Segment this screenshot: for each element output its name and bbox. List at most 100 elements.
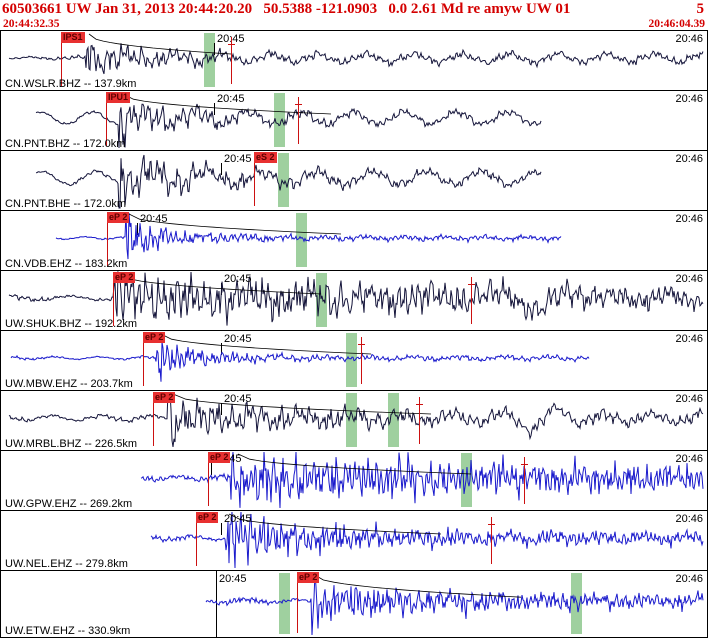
pick-flag-line xyxy=(208,452,209,506)
coda-window-band[interactable] xyxy=(296,213,307,267)
next-minute-label: 20:46 xyxy=(675,213,703,225)
pick-flag-line xyxy=(106,92,107,146)
minute-label: 20:45 xyxy=(140,213,168,225)
coda-window-band[interactable] xyxy=(571,573,582,634)
minute-tick xyxy=(221,163,222,175)
pick-flag-line xyxy=(113,272,114,326)
pick-line[interactable] xyxy=(416,397,423,444)
pick-flag[interactable]: eP 2 xyxy=(113,272,136,283)
minute-tick xyxy=(221,403,222,415)
trace-panel: eP 2 20:45 20:46 UW.MBW.EHZ -- 203.7km xyxy=(0,331,708,391)
pick-flag[interactable]: eP 2 xyxy=(297,572,320,583)
waveform-trace[interactable] xyxy=(1,151,708,211)
coda-window-band[interactable] xyxy=(388,393,399,447)
next-minute-label: 20:46 xyxy=(675,453,703,465)
coda-decay-curve xyxy=(128,213,342,235)
station-label: UW.GPW.EHZ -- 269.2km xyxy=(5,498,133,510)
time-window: 20:44:32.35 20:46:04.39 xyxy=(0,18,708,30)
coda-window-band[interactable] xyxy=(346,393,357,447)
next-minute-label: 20:46 xyxy=(675,573,703,585)
next-minute-label: 20:46 xyxy=(675,333,703,345)
coda-decay-curve xyxy=(122,93,332,115)
pick-cross-icon xyxy=(488,524,495,525)
trace-panel: eP 2 20:45 20:46 UW.MRBL.BHZ -- 226.5km xyxy=(0,391,708,451)
minute-label: 20:45 xyxy=(217,93,245,105)
trace-panel: eP 2 20:45 20:46 UW.NEL.EHZ -- 279.8km xyxy=(0,511,708,571)
pick-cross-icon xyxy=(468,284,475,285)
pick-line[interactable] xyxy=(468,277,475,324)
waveform-trace[interactable] xyxy=(1,91,708,151)
coda-decay-curve xyxy=(160,333,372,355)
pick-cross-icon xyxy=(521,464,528,465)
waveform-trace[interactable] xyxy=(1,211,708,271)
pick-flag[interactable]: eS 2 xyxy=(254,152,277,163)
minute-tick xyxy=(221,523,222,535)
minute-tick xyxy=(221,343,222,355)
coda-window-band[interactable] xyxy=(278,153,289,207)
coda-window-band[interactable] xyxy=(274,93,285,147)
pick-flag[interactable]: eP 2 xyxy=(208,452,231,463)
pick-flag[interactable]: IPU1 xyxy=(106,92,131,103)
trace-panel: IPS1 20:45 20:46 CN.WSLR.BHZ -- 137.9km xyxy=(0,31,708,91)
waveform-trace[interactable] xyxy=(1,511,708,571)
pick-flag-line xyxy=(153,392,154,446)
pick-flag[interactable]: eP 2 xyxy=(153,392,176,403)
waveform-trace[interactable] xyxy=(1,331,708,391)
trace-panels: IPS1 20:45 20:46 CN.WSLR.BHZ -- 137.9km IPU1… xyxy=(0,30,708,638)
next-minute-label: 20:46 xyxy=(675,93,703,105)
pick-cross-icon xyxy=(228,44,235,45)
next-minute-label: 20:46 xyxy=(675,393,703,405)
station-label: UW.MBW.EHZ -- 203.7km xyxy=(5,378,133,390)
waveform-trace[interactable] xyxy=(1,451,708,511)
pick-flag[interactable]: eP 2 xyxy=(143,332,166,343)
minute-label: 20:45 xyxy=(217,33,245,45)
coda-decay-curve xyxy=(312,573,522,598)
trace-panel: eP 2 20:45 20:46 UW.SHUK.BHZ -- 192.2km xyxy=(0,271,708,331)
station-label: CN.WSLR.BHZ -- 137.9km xyxy=(5,78,137,90)
station-label: CN.VDB.EHZ -- 183.2km xyxy=(5,258,128,270)
pick-line[interactable] xyxy=(228,37,235,84)
coda-window-band[interactable] xyxy=(316,273,327,327)
coda-decay-curve xyxy=(120,273,322,295)
window-end-time: 20:46:04.39 xyxy=(648,18,705,30)
pick-flag-line xyxy=(61,32,62,86)
waveform-trace[interactable] xyxy=(1,391,708,451)
station-label: UW.NEL.EHZ -- 279.8km xyxy=(5,558,128,570)
pick-line[interactable] xyxy=(488,517,495,564)
minute-tick xyxy=(214,103,215,115)
coda-decay-curve xyxy=(228,513,442,535)
trace-panel: eS 2 20:45 20:46 CN.PNT.BHE -- 172.0km xyxy=(0,151,708,211)
window-start-time: 20:44:32.35 xyxy=(3,18,60,30)
coda-window-band[interactable] xyxy=(346,333,357,387)
pick-flag[interactable]: eP 2 xyxy=(107,212,130,223)
minute-label: 20:45 xyxy=(224,393,252,405)
minute-label: 20:45 xyxy=(224,273,252,285)
pick-cross-icon xyxy=(358,344,365,345)
trace-panel: eP 2 20:45 20:46 CN.VDB.EHZ -- 183.2km xyxy=(0,211,708,271)
minute-tick xyxy=(211,463,212,475)
waveform-trace[interactable] xyxy=(1,271,708,331)
pick-flag[interactable]: IPS1 xyxy=(61,32,85,43)
waveform-trace[interactable] xyxy=(1,571,708,638)
pick-flag[interactable]: eP 2 xyxy=(196,512,219,523)
trace-panel: eP 2 20:45 20:46 UW.ETW.EHZ -- 330.9km xyxy=(0,571,708,638)
minute-tick xyxy=(216,571,217,637)
coda-window-band[interactable] xyxy=(279,573,290,634)
next-minute-label: 20:46 xyxy=(675,273,703,285)
pick-line[interactable] xyxy=(521,457,528,504)
coda-decay-curve xyxy=(88,33,232,55)
waveform-trace[interactable] xyxy=(1,31,708,91)
pick-flag-line xyxy=(254,152,255,206)
pick-cross-icon xyxy=(416,404,423,405)
next-minute-label: 20:46 xyxy=(675,153,703,165)
minute-label: 20:45 xyxy=(224,513,252,525)
pick-cross-icon xyxy=(295,104,302,105)
pick-flag-line xyxy=(196,512,197,566)
event-title: 60503661 UW Jan 31, 2013 20:44:20.20 50.… xyxy=(2,1,571,17)
pick-line[interactable] xyxy=(295,97,302,144)
next-minute-label: 20:46 xyxy=(675,513,703,525)
pick-line[interactable] xyxy=(358,337,365,384)
minute-label: 20:45 xyxy=(224,333,252,345)
coda-decay-curve xyxy=(172,393,432,415)
